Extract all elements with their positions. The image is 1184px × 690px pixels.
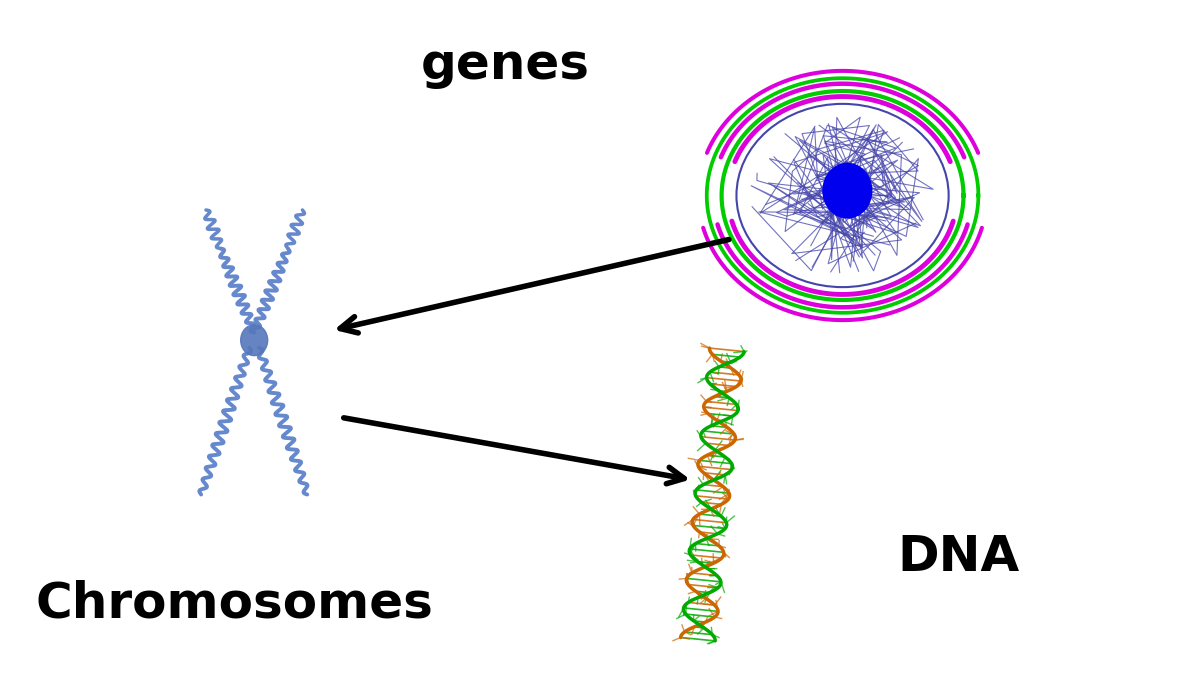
Text: DNA: DNA xyxy=(897,533,1019,581)
Text: genes: genes xyxy=(420,41,590,89)
Ellipse shape xyxy=(823,163,873,219)
Text: Chromosomes: Chromosomes xyxy=(36,580,433,628)
Ellipse shape xyxy=(240,325,268,355)
Ellipse shape xyxy=(736,104,948,287)
